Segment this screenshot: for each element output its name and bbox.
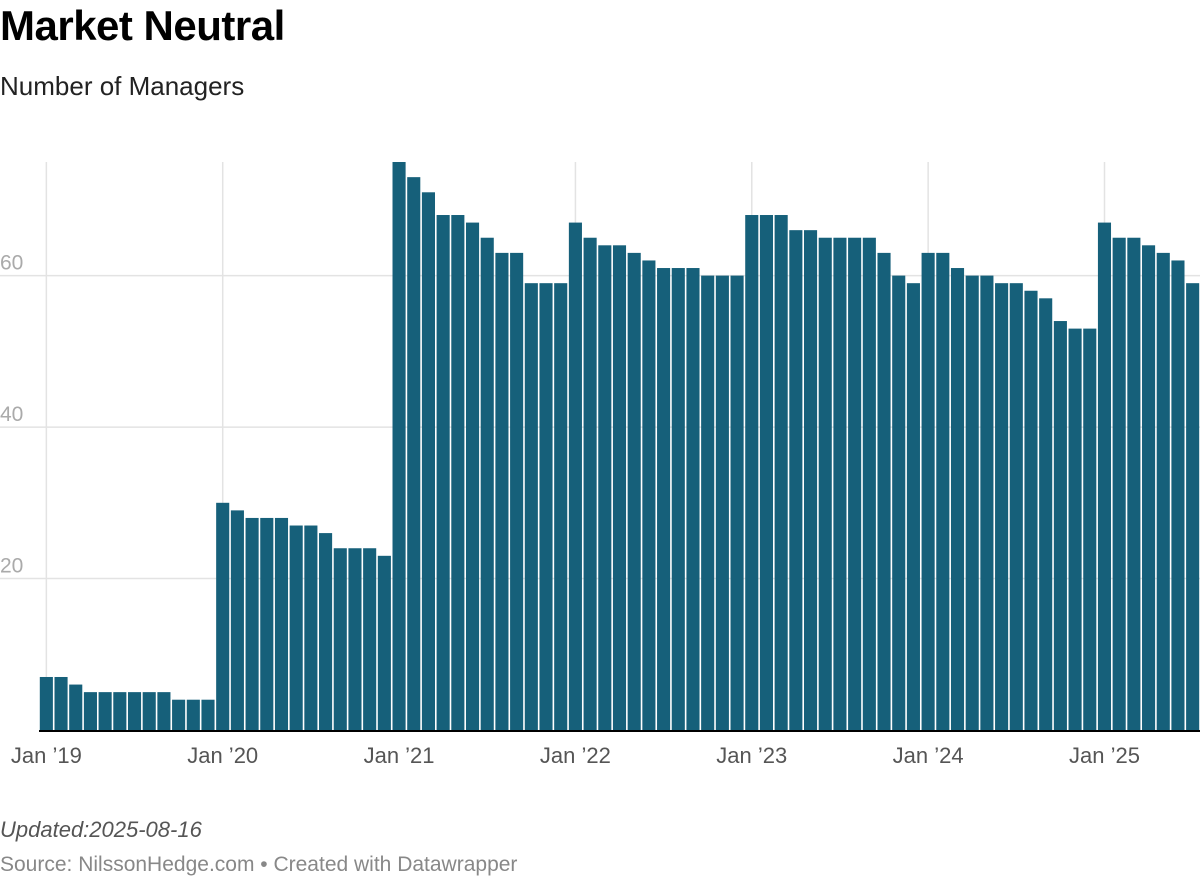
bar [789, 230, 803, 730]
bar [172, 699, 186, 730]
bar [495, 252, 509, 730]
bar [1068, 328, 1082, 730]
bar [39, 676, 53, 730]
x-tick-label: Jan ’21 [364, 743, 435, 768]
bar [230, 510, 244, 730]
updated-date: Updated:2025-08-16 [0, 817, 202, 842]
bar [833, 237, 847, 730]
bar [142, 692, 156, 730]
bar [245, 517, 259, 730]
bar [319, 533, 333, 730]
bar [583, 237, 597, 730]
bar [1142, 245, 1156, 730]
bar [745, 215, 759, 731]
bar [804, 230, 818, 730]
x-tick-label: Jan ’22 [540, 743, 611, 768]
bar [950, 268, 965, 730]
bar [1112, 237, 1126, 730]
bar [715, 275, 729, 730]
bar [274, 517, 289, 730]
bar [612, 245, 627, 730]
bar [436, 215, 450, 731]
bar [1083, 328, 1097, 730]
bar [642, 260, 656, 730]
bar-chart: 20 40 60 Jan ’19 Jan ’20 Jan ’21 Jan ’22 Jan ’2… [0, 162, 1200, 768]
bar [98, 692, 112, 730]
bar [407, 177, 421, 730]
bar [1009, 283, 1023, 730]
bar [936, 252, 950, 730]
bar [451, 215, 465, 731]
bar [965, 275, 979, 730]
bars [39, 162, 1200, 731]
chart-title: Market Neutral [0, 2, 285, 49]
bar [657, 268, 671, 730]
bar [759, 215, 774, 731]
bar [83, 692, 97, 730]
bar [333, 548, 347, 730]
bar [877, 252, 891, 730]
bar [363, 548, 377, 730]
bar [730, 275, 744, 730]
bar [510, 252, 524, 730]
bar [1186, 283, 1200, 730]
bar [1039, 298, 1053, 730]
bar [1053, 321, 1067, 730]
bar [701, 275, 715, 730]
bar [539, 283, 553, 730]
bar [377, 555, 391, 730]
bar [127, 692, 142, 730]
x-tick-label: Jan ’20 [187, 743, 258, 768]
y-tick-label: 60 [0, 252, 23, 275]
x-tick-label: Jan ’25 [1069, 743, 1140, 768]
bar [304, 525, 318, 730]
bar [465, 222, 480, 730]
bar [862, 237, 876, 730]
bar [1127, 237, 1141, 730]
bar [392, 162, 406, 730]
axes: 20 40 60 Jan ’19 Jan ’20 Jan ’21 Jan ’22 Jan ’2… [0, 252, 1200, 768]
bar [113, 692, 127, 730]
y-tick-label: 40 [0, 403, 23, 426]
bar [1171, 260, 1185, 730]
bar [921, 252, 935, 730]
bar [480, 237, 494, 730]
bar [421, 192, 435, 730]
bar [348, 548, 362, 730]
bar [260, 517, 274, 730]
bar [157, 692, 171, 730]
bar [906, 283, 920, 730]
bar [186, 699, 200, 730]
bar [774, 215, 788, 731]
bar [892, 275, 906, 730]
bar [1156, 252, 1170, 730]
x-tick-label: Jan ’19 [11, 743, 82, 768]
bar [524, 283, 538, 730]
bar [980, 275, 994, 730]
y-tick-label: 20 [0, 555, 23, 578]
x-tick-label: Jan ’24 [893, 743, 964, 768]
bar [216, 502, 230, 730]
bar [69, 684, 83, 730]
bar [671, 268, 685, 730]
bar [289, 525, 303, 730]
bar [568, 222, 582, 730]
bar [818, 237, 832, 730]
bar [1097, 222, 1112, 730]
bar [686, 268, 700, 730]
x-tick-label: Jan ’23 [716, 743, 787, 768]
bar [598, 245, 612, 730]
bar [995, 283, 1009, 730]
source-credit: Source: NilssonHedge.com • Created with … [0, 853, 518, 876]
bar [201, 699, 215, 730]
bar [848, 237, 862, 730]
bar [54, 676, 68, 730]
bar [554, 283, 568, 730]
chart-subtitle: Number of Managers [0, 71, 245, 101]
bar [627, 252, 641, 730]
bar [1024, 290, 1038, 730]
